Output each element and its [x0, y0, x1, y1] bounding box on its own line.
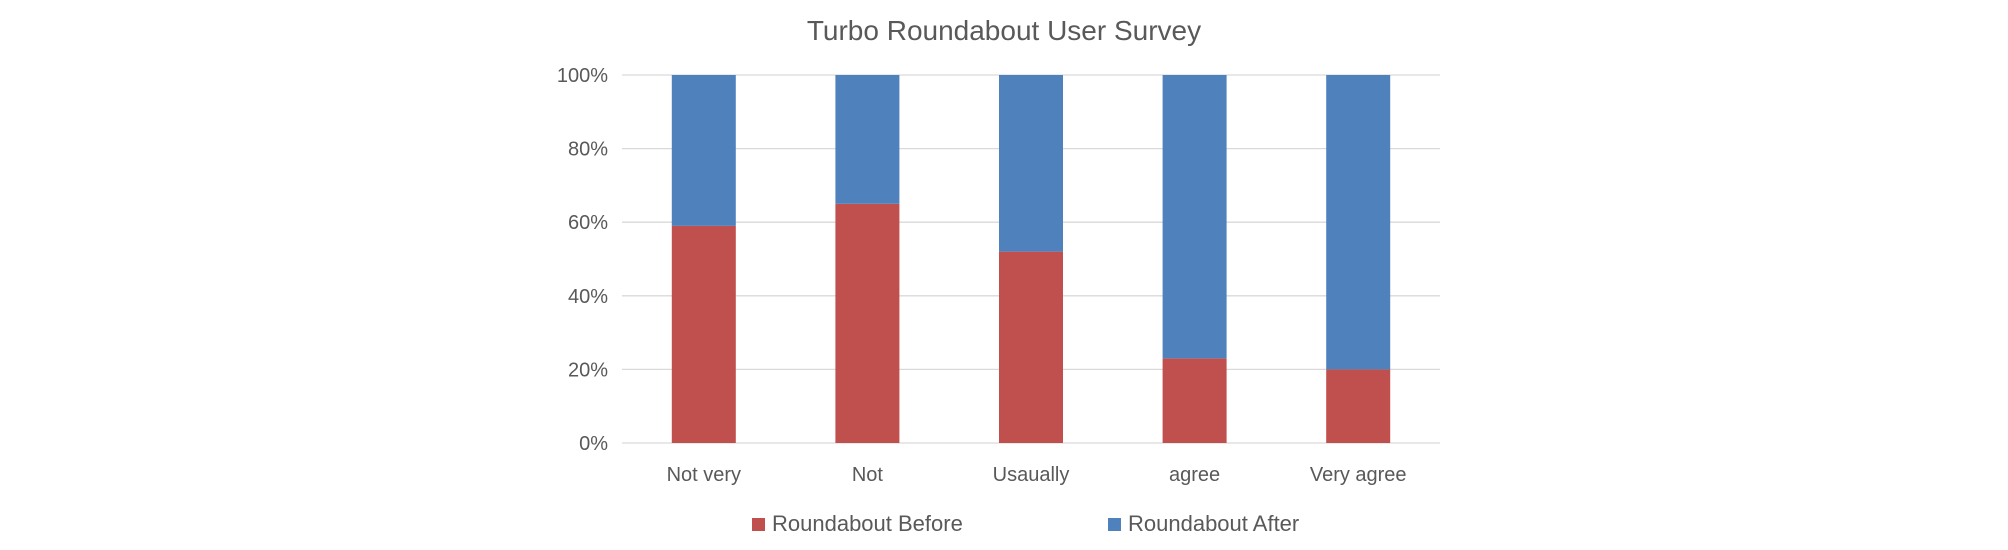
y-tick-label: 60% — [568, 212, 608, 234]
bar-after — [1326, 75, 1391, 370]
legend-label: Roundabout Before — [772, 511, 963, 536]
x-category-label: Not — [852, 464, 884, 486]
bar-after — [1162, 75, 1227, 359]
x-category-label: Not very — [667, 464, 741, 486]
x-category-label: Very agree — [1310, 464, 1407, 486]
legend-label: Roundabout After — [1128, 511, 1299, 536]
chart-title: Turbo Roundabout User Survey — [807, 15, 1201, 46]
y-tick-label: 100% — [557, 65, 608, 87]
x-category-label: agree — [1169, 464, 1220, 486]
bar-before — [671, 225, 736, 443]
y-tick-label: 40% — [568, 286, 608, 308]
y-tick-label: 20% — [568, 359, 608, 381]
y-tick-label: 80% — [568, 139, 608, 161]
x-category-label: Usaually — [993, 464, 1070, 486]
legend-swatch — [752, 518, 765, 531]
bar-after — [835, 75, 900, 204]
legend: Roundabout Before Roundabout After — [752, 511, 1299, 536]
bar-after — [999, 75, 1063, 252]
x-axis-categories: Not very Not Usaually agree Very agree — [667, 464, 1407, 486]
y-tick-label: 0% — [579, 433, 608, 455]
bars — [671, 75, 1391, 443]
y-axis-ticks: 0% 20% 40% 60% 80% 100% — [557, 65, 608, 455]
bar-before — [835, 203, 900, 443]
bar-before — [999, 251, 1063, 443]
bar-before — [1326, 369, 1391, 443]
bar-after — [671, 75, 736, 226]
legend-swatch — [1108, 518, 1121, 531]
bar-before — [1162, 358, 1227, 443]
